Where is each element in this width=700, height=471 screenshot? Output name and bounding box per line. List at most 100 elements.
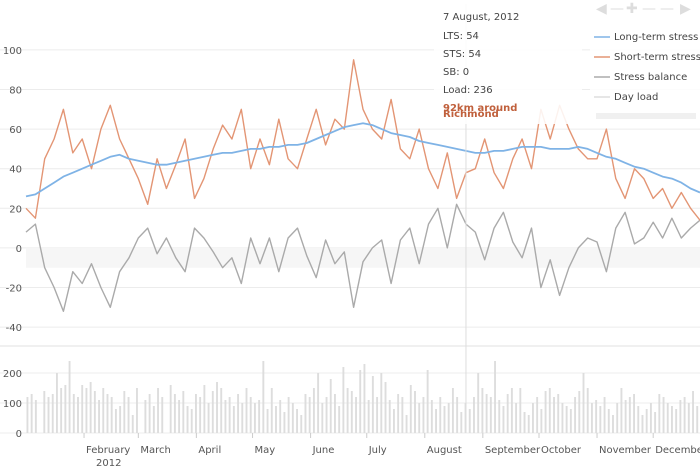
day-load-bar[interactable] <box>494 361 496 433</box>
day-load-bar[interactable] <box>426 370 429 433</box>
day-load-bar[interactable] <box>300 415 303 433</box>
day-load-bar[interactable] <box>30 394 33 433</box>
day-load-bar[interactable] <box>216 382 218 433</box>
day-load-bar[interactable] <box>131 415 134 433</box>
long-term-stress-line[interactable] <box>25 122 700 198</box>
day-load-bar[interactable] <box>536 397 539 433</box>
day-load-bar[interactable] <box>468 409 471 433</box>
stress-balance-line[interactable] <box>25 203 700 312</box>
day-load-bar[interactable] <box>64 385 67 433</box>
day-load-bar[interactable] <box>633 394 635 433</box>
day-load-bar[interactable] <box>540 409 543 433</box>
day-load-bar[interactable] <box>77 397 79 433</box>
day-load-bar[interactable] <box>211 391 214 433</box>
day-load-bar[interactable] <box>228 397 231 433</box>
day-load-bar[interactable] <box>418 403 421 433</box>
day-load-bar[interactable] <box>473 397 475 433</box>
legend-scroll-track[interactable] <box>596 113 696 119</box>
day-load-bar[interactable] <box>586 388 589 433</box>
day-load-bar[interactable] <box>662 397 665 433</box>
day-load-bar[interactable] <box>144 400 147 433</box>
day-load-bar[interactable] <box>161 397 164 433</box>
day-load-bar[interactable] <box>296 409 298 433</box>
day-load-bar[interactable] <box>363 364 366 433</box>
day-load-bar[interactable] <box>692 391 694 433</box>
day-load-bar[interactable] <box>376 397 379 433</box>
day-load-bar[interactable] <box>658 394 661 433</box>
day-load-bar[interactable] <box>401 397 404 433</box>
day-load-bar[interactable] <box>607 409 610 433</box>
day-load-bar[interactable] <box>384 382 387 433</box>
day-load-bar[interactable] <box>342 367 345 433</box>
day-load-bar[interactable] <box>312 388 315 433</box>
day-load-bar[interactable] <box>481 388 484 433</box>
day-load-bar[interactable] <box>34 400 37 433</box>
day-load-bar[interactable] <box>620 388 623 433</box>
day-load-bar[interactable] <box>136 388 138 433</box>
day-load-bar[interactable] <box>687 403 690 433</box>
day-load-bar[interactable] <box>595 400 598 433</box>
day-load-bar[interactable] <box>388 400 391 433</box>
day-load-bar[interactable] <box>414 391 416 433</box>
day-load-bar[interactable] <box>283 412 286 433</box>
day-load-bar[interactable] <box>460 412 463 433</box>
day-load-bar[interactable] <box>553 397 555 433</box>
day-load-bar[interactable] <box>102 388 105 433</box>
day-load-bar[interactable] <box>152 406 155 433</box>
day-load-bar[interactable] <box>392 409 395 433</box>
day-load-bar[interactable] <box>72 394 75 433</box>
day-load-bar[interactable] <box>359 370 362 433</box>
day-load-bar[interactable] <box>498 400 501 433</box>
day-load-bar[interactable] <box>548 388 551 433</box>
day-load-bar[interactable] <box>355 397 357 433</box>
day-load-bar[interactable] <box>266 409 269 433</box>
day-load-bar[interactable] <box>253 403 256 433</box>
day-load-bar[interactable] <box>443 406 446 433</box>
day-load-bar[interactable] <box>93 391 96 433</box>
day-load-bar[interactable] <box>637 406 640 433</box>
day-load-bar[interactable] <box>485 394 488 433</box>
day-load-bar[interactable] <box>557 394 560 433</box>
day-load-bar[interactable] <box>334 394 336 433</box>
day-load-bar[interactable] <box>321 403 324 433</box>
day-load-bar[interactable] <box>26 397 29 433</box>
legend-item-short-term[interactable]: Short-term stress <box>594 52 700 63</box>
day-load-bar[interactable] <box>544 391 547 433</box>
day-load-bar[interactable] <box>346 388 349 433</box>
day-load-bar[interactable] <box>287 397 290 433</box>
day-load-bar[interactable] <box>451 388 454 433</box>
day-load-bar[interactable] <box>220 388 223 433</box>
legend-item-stress-balance[interactable]: Stress balance <box>594 72 687 83</box>
day-load-bar[interactable] <box>422 397 425 433</box>
day-load-bar[interactable] <box>123 391 126 433</box>
day-load-bar[interactable] <box>456 397 459 433</box>
day-load-bar[interactable] <box>127 397 130 433</box>
day-load-bar[interactable] <box>110 397 113 433</box>
day-load-bar[interactable] <box>582 373 585 433</box>
day-load-bar[interactable] <box>338 406 341 433</box>
plus-icon[interactable]: ✚ <box>626 1 638 17</box>
arrow-left-icon[interactable]: ◀ <box>596 1 607 17</box>
day-load-bar[interactable] <box>207 403 210 433</box>
day-load-bar[interactable] <box>195 394 197 433</box>
day-load-bar[interactable] <box>106 394 109 433</box>
day-load-bar[interactable] <box>590 403 593 433</box>
day-load-bar[interactable] <box>679 400 682 433</box>
day-load-bar[interactable] <box>603 397 606 433</box>
day-load-bar[interactable] <box>249 397 252 433</box>
day-load-bar[interactable] <box>502 406 505 433</box>
day-load-bar[interactable] <box>523 412 526 433</box>
day-load-bar[interactable] <box>304 394 307 433</box>
legend-item-long-term[interactable]: Long-term stress <box>594 32 698 43</box>
day-load-bar[interactable] <box>574 397 577 433</box>
day-load-bar[interactable] <box>599 406 602 433</box>
day-load-bar[interactable] <box>367 400 370 433</box>
day-load-bar[interactable] <box>628 397 631 433</box>
day-load-bar[interactable] <box>262 361 265 433</box>
day-load-bar[interactable] <box>203 385 206 433</box>
day-load-bar[interactable] <box>182 391 185 433</box>
day-load-bar[interactable] <box>430 400 433 433</box>
day-load-bar[interactable] <box>405 415 408 433</box>
day-load-bar[interactable] <box>43 391 46 433</box>
